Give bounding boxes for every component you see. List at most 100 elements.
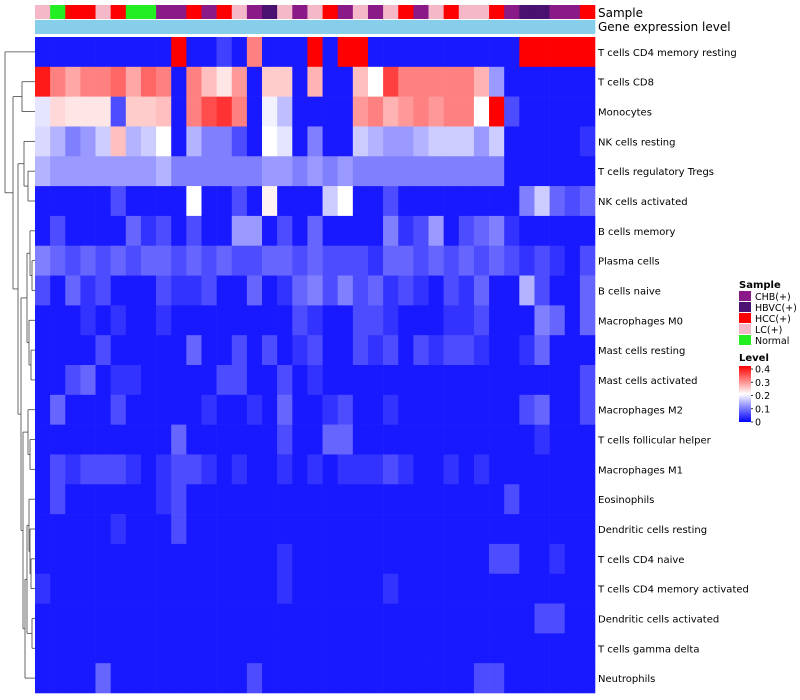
heatmap-cell	[428, 275, 444, 306]
heatmap-cell	[337, 335, 354, 366]
heatmap-cell	[125, 96, 142, 127]
heatmap-cell	[110, 365, 127, 396]
heatmap-cell	[519, 484, 535, 515]
heatmap-cell	[156, 543, 172, 575]
heatmap-cell	[277, 37, 293, 68]
heatmap-cell	[549, 96, 566, 127]
heatmap-cell	[95, 603, 111, 634]
heatmap-cell	[140, 335, 157, 366]
heatmap-cell	[337, 633, 354, 664]
heatmap-cell	[277, 66, 293, 97]
heatmap-cell	[231, 454, 248, 485]
heatmap-cell	[262, 37, 278, 68]
heatmap-cell	[201, 454, 217, 485]
heatmap-cell	[156, 66, 172, 97]
heatmap-cell	[428, 424, 444, 455]
sample-cell-3	[80, 5, 96, 19]
heatmap-cell	[125, 663, 142, 694]
heatmap-cell	[50, 305, 66, 336]
heatmap-cell	[337, 275, 354, 306]
heatmap-cell	[322, 275, 339, 306]
sample-cell-1	[50, 5, 66, 19]
heatmap-cell	[231, 156, 248, 187]
heatmap-cell	[307, 603, 323, 634]
heatmap-cell	[35, 126, 51, 157]
heatmap-cell	[383, 663, 399, 694]
heatmap-cell	[292, 186, 308, 217]
expression-cell-13	[231, 20, 248, 34]
sample-cell-7	[140, 5, 157, 19]
legend-swatch	[739, 324, 751, 334]
heatmap-cell	[292, 394, 308, 425]
heatmap-cell	[549, 365, 566, 396]
heatmap-cell	[413, 96, 429, 127]
heatmap-cell	[428, 603, 444, 634]
heatmap-cell	[443, 275, 460, 306]
heatmap-cell	[156, 424, 172, 455]
heatmap-cell	[246, 96, 263, 127]
heatmap-cell	[489, 663, 505, 694]
heatmap-cell	[443, 66, 460, 97]
heatmap-cell	[337, 424, 354, 455]
heatmap-cell	[489, 454, 505, 485]
heatmap-cell	[80, 663, 96, 694]
heatmap-cell	[65, 365, 81, 396]
heatmap-cell	[110, 156, 127, 187]
heatmap-cell	[367, 633, 384, 664]
heatmap-cell	[367, 573, 384, 604]
heatmap-cell	[186, 394, 202, 425]
expression-cell-36	[579, 20, 596, 34]
heatmap-cell	[292, 96, 308, 127]
expression-cell-11	[201, 20, 217, 34]
heatmap-cell	[110, 305, 127, 336]
heatmap-cell	[519, 66, 535, 97]
heatmap-cell	[216, 186, 233, 217]
heatmap-cell	[110, 424, 127, 455]
heatmap-cell	[80, 454, 96, 485]
heatmap-cell	[413, 484, 429, 515]
heatmap-cell	[489, 573, 505, 604]
heatmap-cell	[216, 37, 233, 68]
expression-cell-3	[80, 20, 96, 34]
heatmap-cell	[337, 126, 354, 157]
heatmap-cell	[156, 305, 172, 336]
heatmap-cell	[186, 37, 202, 68]
heatmap-cell	[473, 126, 490, 157]
heatmap-cell	[383, 126, 399, 157]
heatmap-cell	[307, 573, 323, 604]
row-label: Dendritic cells resting	[598, 525, 707, 536]
expression-annotation-bar	[35, 20, 596, 34]
heatmap-cell	[186, 603, 202, 634]
heatmap-cell	[367, 275, 384, 306]
heatmap-cell	[564, 305, 581, 336]
heatmap-cell	[80, 514, 96, 545]
heatmap-cell	[383, 66, 399, 97]
heatmap-cell	[322, 305, 339, 336]
heatmap-cell	[579, 573, 596, 604]
annotation-label-sample: Sample	[598, 6, 643, 20]
heatmap-cell	[564, 603, 581, 634]
heatmap-cell	[201, 573, 217, 604]
heatmap-cell	[277, 514, 293, 545]
heatmap-cell	[186, 543, 202, 575]
heatmap-cell	[186, 66, 202, 97]
heatmap-cell	[337, 543, 354, 575]
heatmap-cell	[50, 424, 66, 455]
heatmap-cell	[504, 335, 520, 366]
heatmap-cell	[352, 96, 369, 127]
heatmap-cell	[156, 663, 172, 694]
row-label: T cells CD4 memory resting	[597, 48, 737, 59]
heatmap-cell	[383, 186, 399, 217]
heatmap-cell	[80, 66, 96, 97]
heatmap-cell	[322, 454, 339, 485]
heatmap-cell	[231, 37, 248, 68]
heatmap-cell	[322, 484, 339, 515]
heatmap-cell	[428, 186, 444, 217]
heatmap-cell	[201, 305, 217, 336]
heatmap-cell	[125, 156, 142, 187]
heatmap-cell	[428, 514, 444, 545]
heatmap-cell	[473, 245, 490, 276]
heatmap-cell	[458, 156, 475, 187]
heatmap-cell	[35, 424, 51, 455]
heatmap-cell	[292, 365, 308, 396]
